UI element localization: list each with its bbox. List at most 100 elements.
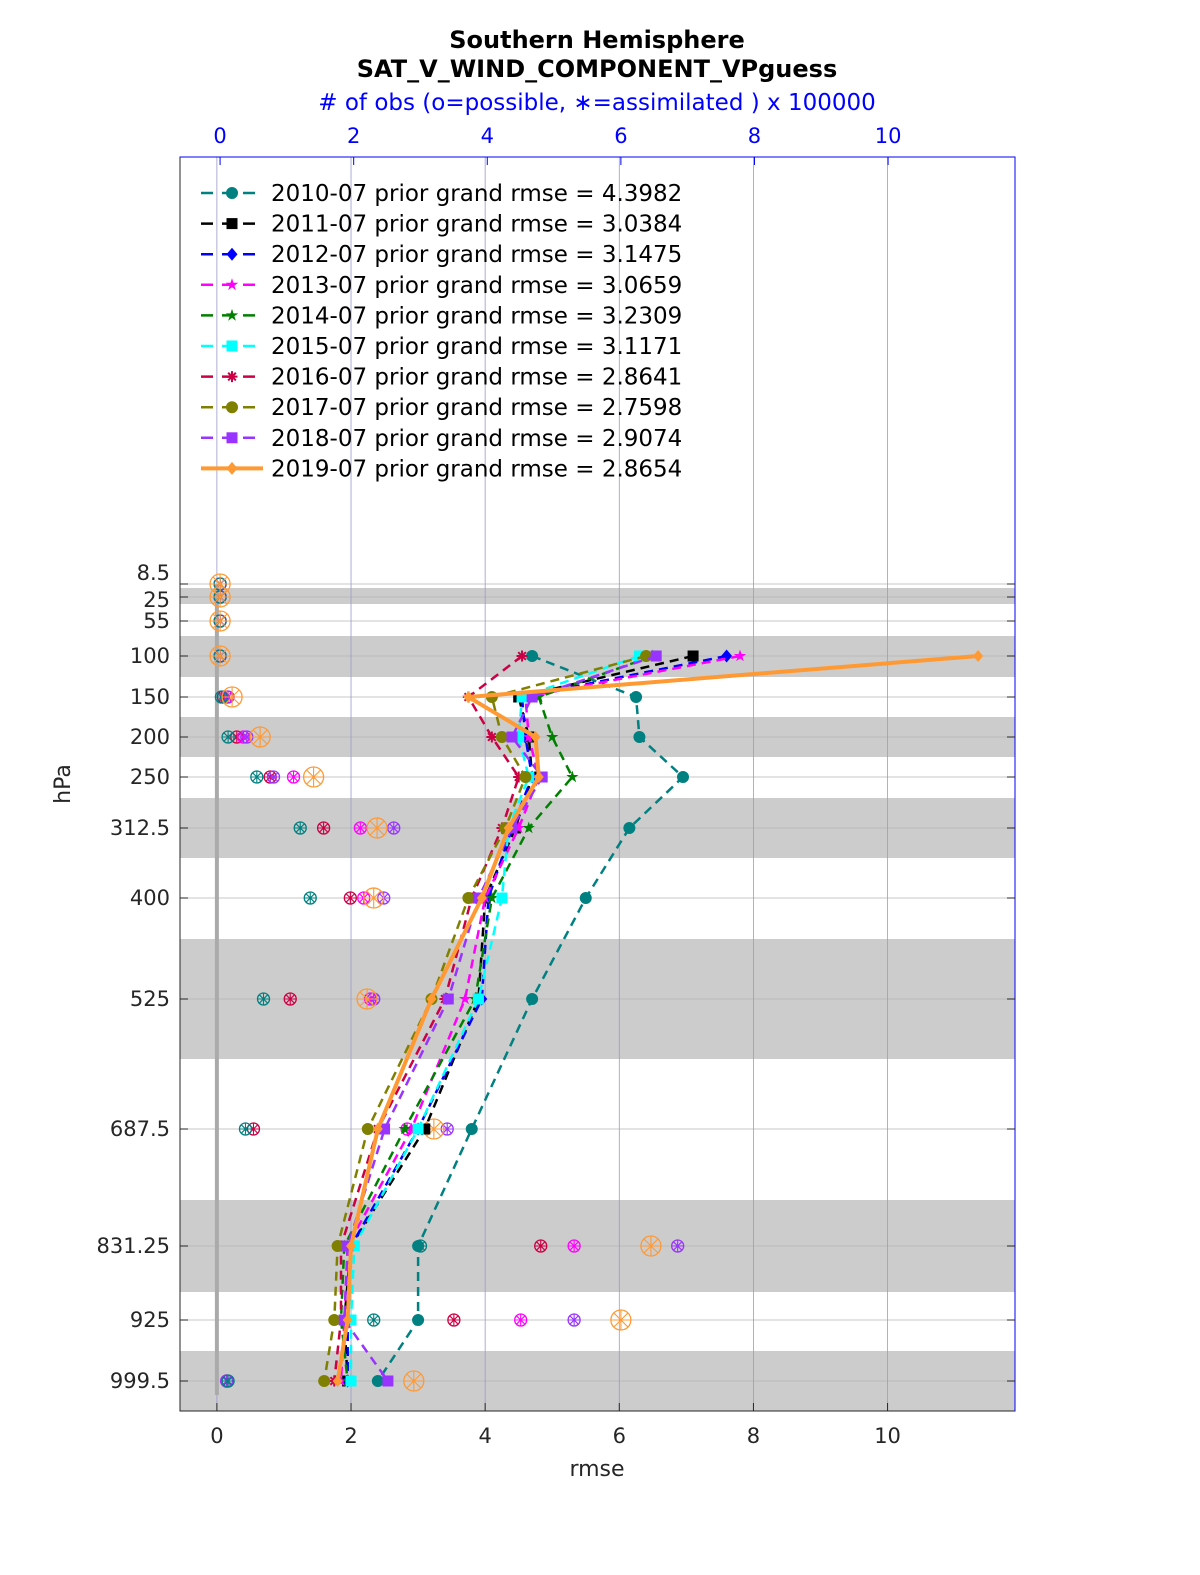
top-tick-label-3: 6 [614,124,627,148]
series-point-7-9 [328,1314,341,1326]
series-point-7-8 [331,1240,344,1252]
series-point-0-3 [677,771,690,783]
x-tick-label-5: 10 [874,1424,901,1448]
series-point-3-0 [733,649,747,662]
obs-other-1-12-star [514,1314,527,1326]
obs-other-1-11-star [568,1240,581,1252]
legend-marker-2 [226,247,238,261]
obs-2019-11-star [640,1236,661,1256]
series-point-5-0 [633,650,645,662]
obs-other-1-7-star [354,822,367,834]
obs-other-1-11 [567,1239,581,1253]
obs-other-1-6-star [287,771,300,783]
y-tick-label-9: 525 [130,987,170,1011]
obs-2019-6 [302,766,325,788]
level-band-1 [180,636,1015,677]
obs-other-0-7 [316,821,331,835]
obs-2010-9 [256,992,271,1006]
obs-2019-4-star [222,687,243,707]
obs-other-2-6-star [267,771,280,783]
obs-2010-5-star [222,731,235,743]
series-point-5-6 [472,993,484,1005]
obs-2019-1-star [210,587,231,607]
obs-other-2-11-star [671,1240,684,1252]
legend-entry-4: 2014-07 prior grand rmse = 3.2309 [201,303,682,329]
obs-other-0-9 [283,992,297,1006]
series-point-8-7 [379,1123,391,1135]
legend-marker-9 [226,461,238,475]
series-point-6-2 [486,731,498,743]
obs-other-1-12 [514,1313,528,1327]
series-point-0-10 [371,1375,384,1387]
series-point-8-0 [650,650,662,662]
x-axis-label: rmse [569,1457,624,1482]
series-point-5-1 [516,691,528,703]
obs-2019-0-star [210,574,231,594]
obs-2019-1 [209,586,231,608]
x-tick-label-0: 0 [210,1424,223,1448]
y-tick-label-12: 925 [130,1308,170,1332]
y-axis-label: hPa [51,764,76,804]
obs-other-2-7-star [387,822,400,834]
obs-2010-8 [303,891,317,905]
series-point-4-7 [398,1122,411,1135]
legend-marker-3 [225,278,239,291]
obs-other-2-6 [266,770,281,784]
series-point-1-7 [419,1123,431,1135]
legend-marker-4 [225,308,239,321]
obs-other-0-8 [343,891,357,905]
obs-other-0-7-star [317,822,330,834]
obs-2010-6-star [250,771,263,783]
legend-label-8: 2018-07 prior grand rmse = 2.9074 [271,426,682,452]
series-point-9-3 [533,771,544,783]
legend-label-1: 2011-07 prior grand rmse = 3.0384 [271,212,682,238]
legend-marker-0 [226,187,238,199]
y-tick-label-2: 55 [143,609,170,633]
obs-2019-5-star [250,727,271,747]
series-point-7-2 [495,731,508,743]
y-tick-label-4: 150 [130,685,170,709]
obs-other-0-10-star [247,1123,260,1135]
chart-title: Southern Hemisphere [449,26,745,54]
obs-other-1-7 [353,821,368,835]
series-point-0-5 [579,892,592,904]
series-point-5-10 [345,1375,357,1387]
obs-2019-9-star [357,989,378,1009]
legend-label-0: 2010-07 prior grand rmse = 4.3982 [271,181,682,207]
y-tick-label-11: 831.25 [97,1234,170,1258]
obs-2010-7 [293,821,307,835]
series-point-9-1 [463,691,474,703]
obs-2019-7-star [367,818,388,838]
series-point-4-3 [566,770,579,783]
obs-2019-2 [209,610,231,632]
axis-ticks: 0 2 4 6 8 100 2 4 6 8 108.52555100150200250312.540… [97,124,1015,1448]
obs-2019-9 [356,988,378,1010]
chart-subtitle: SAT_V_WIND_COMPONENT_VPguess [357,55,837,83]
legend-entry-7: 2017-07 prior grand rmse = 2.7598 [201,395,682,421]
series-point-4-5 [485,891,498,904]
series-point-8-10 [382,1375,394,1387]
y-tick-label-3: 100 [130,644,170,668]
obs-other-0-8-star [344,892,357,904]
series-point-3-6 [458,992,472,1005]
series-point-7-7 [361,1123,374,1135]
obs-other-2-11 [671,1239,685,1253]
obs-2019-7 [366,817,388,839]
series-point-9-5 [476,892,487,904]
obs-2010-13-star [222,1375,235,1387]
obs-2010-10-star [239,1123,252,1135]
legend-entry-0: 2010-07 prior grand rmse = 4.3982 [201,181,682,207]
y-tick-label-8: 400 [130,886,170,910]
obs-2010-13 [221,1374,235,1388]
series-point-3-4 [512,821,525,834]
obs-2019-3 [209,645,231,667]
legend: 2010-07 prior grand rmse = 4.3982 2011-07… [201,181,682,482]
series-point-5-5 [496,892,508,904]
series-point-8-1 [526,691,538,703]
obs-2019-3-star [210,646,231,666]
y-tick-label-0: 8.5 [137,561,170,585]
level-band-0 [180,588,1015,604]
obs-2010-12 [367,1313,381,1327]
series-point-3-2 [522,730,535,743]
legend-entry-9: 2019-07 prior grand rmse = 2.8654 [201,456,682,482]
